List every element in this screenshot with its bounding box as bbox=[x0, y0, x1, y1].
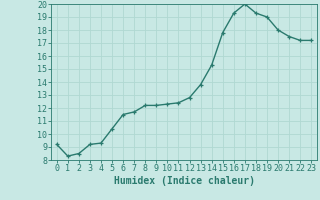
X-axis label: Humidex (Indice chaleur): Humidex (Indice chaleur) bbox=[114, 176, 254, 186]
